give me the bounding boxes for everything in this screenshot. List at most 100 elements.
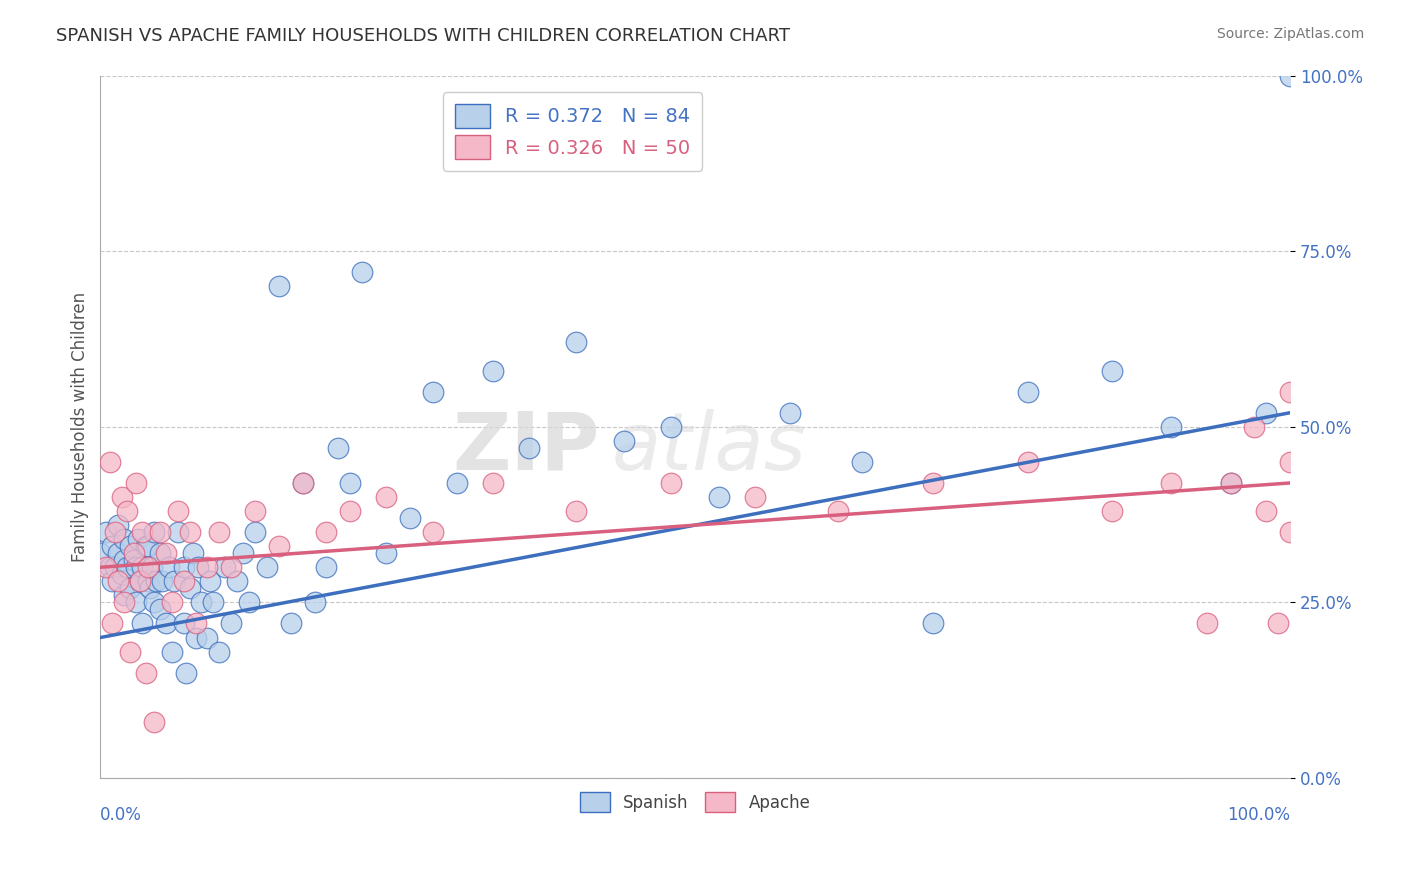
Point [1219,475,1241,490]
Point [131,525,153,540]
Point [115,560,138,574]
Point [142,525,165,540]
Point [1256,406,1278,420]
Point [131,616,153,631]
Point [120,644,142,658]
Point [155,616,177,631]
Point [374,546,396,560]
Text: 0.0%: 0.0% [100,806,142,824]
Point [157,560,180,574]
Point [422,384,444,399]
Point [120,582,142,596]
Point [1160,419,1182,434]
Point [1279,69,1302,83]
Text: Source: ZipAtlas.com: Source: ZipAtlas.com [1216,27,1364,41]
Point [1243,419,1265,434]
Point [744,490,766,504]
Point [160,644,183,658]
Point [565,335,588,350]
Point [779,406,801,420]
Point [398,511,420,525]
Point [184,616,207,631]
Point [101,539,124,553]
Point [101,616,124,631]
Point [219,616,242,631]
Text: atlas: atlas [612,409,807,487]
Point [115,504,138,518]
Point [96,525,118,540]
Point [112,595,135,609]
Point [163,574,186,589]
Point [190,595,212,609]
Point [482,363,505,377]
Point [1017,384,1039,399]
Point [267,539,290,553]
Point [187,560,209,574]
Point [150,574,173,589]
Legend: Spanish, Apache: Spanish, Apache [574,785,817,819]
Point [482,475,505,490]
Point [120,539,142,553]
Point [339,504,361,518]
Point [922,616,945,631]
Point [104,525,127,540]
Point [131,560,153,574]
Point [208,644,231,658]
Point [446,475,468,490]
Point [707,490,730,504]
Point [145,574,167,589]
Point [122,553,145,567]
Point [135,539,157,553]
Point [304,595,326,609]
Point [214,560,236,574]
Point [1160,475,1182,490]
Point [107,518,129,533]
Point [135,665,157,680]
Point [127,532,149,546]
Point [125,475,148,490]
Point [179,582,201,596]
Point [173,560,195,574]
Point [155,546,177,560]
Point [339,475,361,490]
Point [136,539,159,553]
Point [125,560,148,574]
Point [173,574,195,589]
Point [661,475,683,490]
Point [238,595,260,609]
Point [374,490,396,504]
Point [1267,616,1289,631]
Point [280,616,302,631]
Point [136,574,159,589]
Point [208,525,231,540]
Point [181,546,204,560]
Point [136,560,159,574]
Point [128,574,150,589]
Point [125,595,148,609]
Point [1195,616,1218,631]
Point [1101,363,1123,377]
Point [107,574,129,589]
Point [226,574,249,589]
Point [112,553,135,567]
Point [291,475,314,490]
Point [1279,455,1302,469]
Point [1017,455,1039,469]
Point [128,574,150,589]
Point [141,560,163,574]
Point [122,546,145,560]
Point [243,504,266,518]
Point [256,560,278,574]
Point [613,434,636,448]
Point [328,441,350,455]
Text: 100.0%: 100.0% [1227,806,1291,824]
Point [104,560,127,574]
Point [89,546,111,560]
Point [98,560,121,574]
Point [315,525,337,540]
Point [1279,384,1302,399]
Point [219,560,242,574]
Text: ZIP: ZIP [453,409,600,487]
Point [197,631,219,645]
Point [315,560,337,574]
